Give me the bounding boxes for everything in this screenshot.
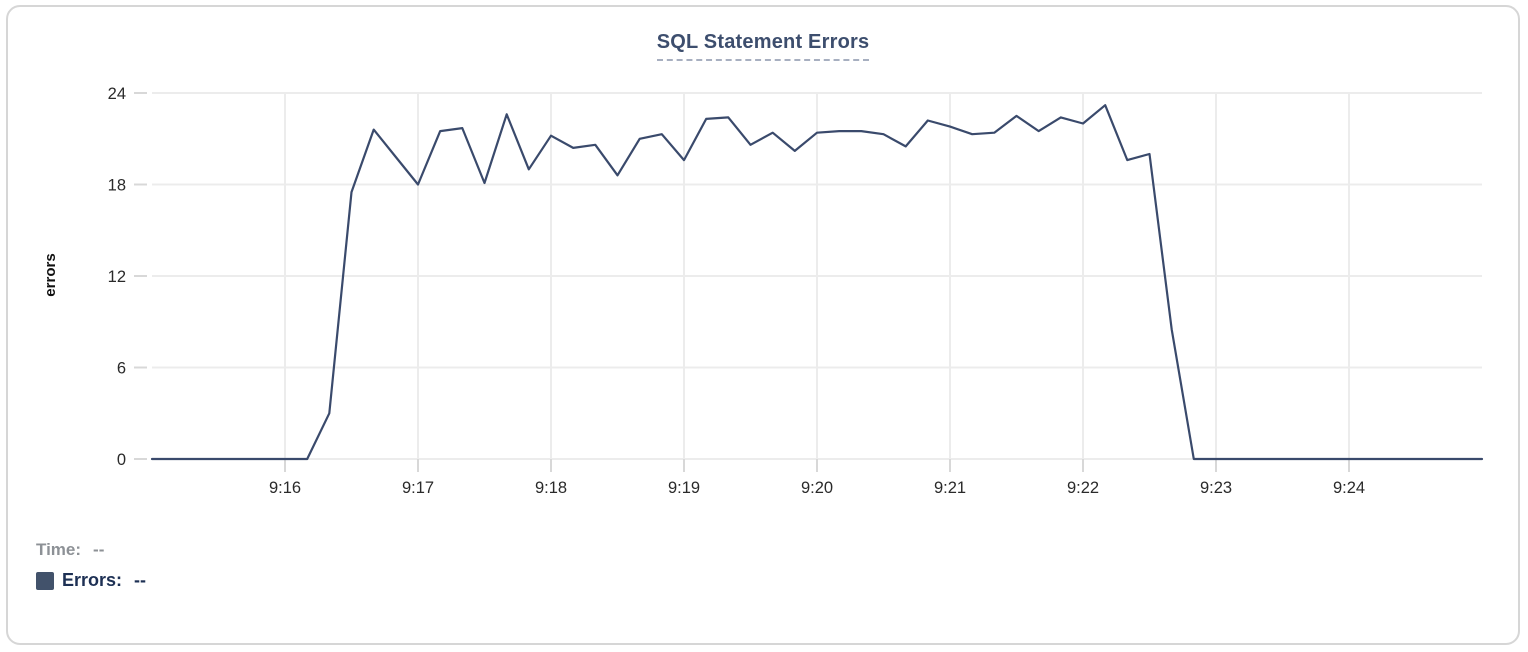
- y-tick-label: 18: [108, 177, 126, 195]
- chart-card: 0 6 12 18 24 9:16 9:17 9:18 9:19 9:20 9:21 9:22 9:23…: [6, 5, 1520, 645]
- legend-errors-row[interactable]: Errors: --: [36, 570, 146, 591]
- x-tick-label: 9:23: [1200, 479, 1232, 497]
- y-tick-label: 0: [117, 451, 126, 469]
- chart-legend: Time: -- Errors: --: [36, 540, 146, 601]
- chart-title-row: SQL Statement Errors: [8, 31, 1518, 61]
- x-tick-label: 9:20: [801, 479, 833, 497]
- errors-series-line: [150, 104, 1484, 461]
- errors-series-swatch: [36, 571, 54, 590]
- legend-errors-value: --: [134, 570, 147, 590]
- y-tick-label: 6: [117, 360, 126, 378]
- legend-time-label: Time:: [36, 540, 82, 559]
- x-tick-label: 9:21: [934, 479, 966, 497]
- x-tick-label: 9:16: [269, 479, 301, 497]
- x-tick-label: 9:19: [668, 479, 700, 497]
- x-tick-label: 9:24: [1333, 479, 1365, 497]
- x-tick-label: 9:22: [1067, 479, 1099, 497]
- legend-errors-label: Errors:: [62, 570, 123, 590]
- y-tick-label: 24: [108, 85, 126, 103]
- x-tick-label: 9:17: [402, 479, 434, 497]
- chart-title[interactable]: SQL Statement Errors: [656, 31, 870, 61]
- legend-time-value: --: [93, 540, 105, 559]
- legend-time-row: Time: --: [36, 540, 146, 560]
- y-axis-title: errors: [42, 253, 59, 296]
- y-tick-label: 12: [108, 268, 126, 286]
- line-chart[interactable]: 0 6 12 18 24 9:16 9:17 9:18 9:19 9:20 9:21 9:22 9:23…: [8, 7, 1520, 512]
- x-tick-label: 9:18: [535, 479, 567, 497]
